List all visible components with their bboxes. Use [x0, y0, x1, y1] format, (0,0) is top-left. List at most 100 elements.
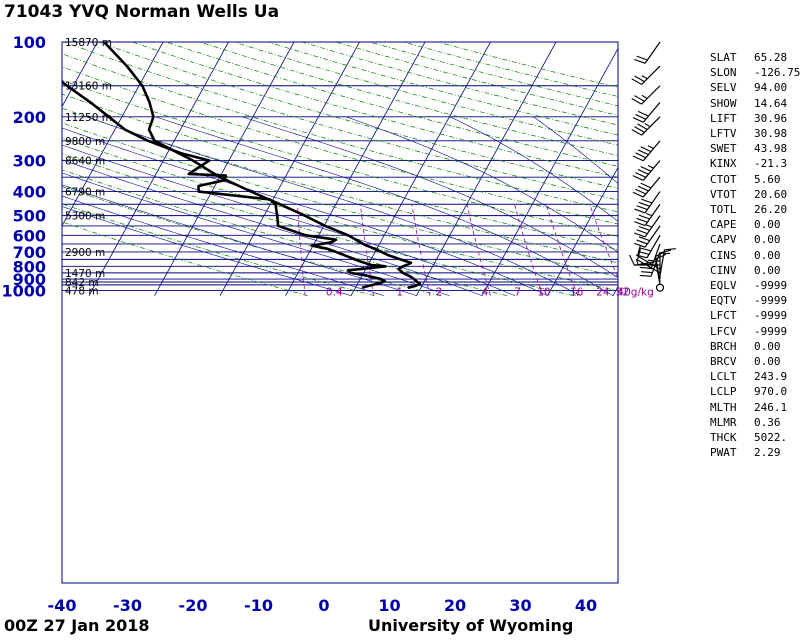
index-key: THCK — [710, 431, 737, 445]
moist-adiabat — [62, 195, 384, 296]
dry-adiabat — [97, 42, 618, 189]
pressure-tick-label: 800 — [13, 257, 46, 276]
stability-indices-panel: SLAT 65.28 SLON -126.75 SELV 94.00 SHOW 14.64 LI… — [710, 50, 800, 460]
wind-barbs — [629, 41, 676, 292]
moist-adiabat — [62, 127, 548, 296]
index-key: SWET — [710, 142, 737, 156]
pressure-tick-label: 700 — [13, 243, 46, 262]
index-row: CAPV 0.00 — [710, 232, 800, 247]
mixing-ratio-line — [411, 204, 431, 296]
dry-adiabat — [62, 153, 574, 297]
mixing-ratio-label: 4 — [482, 286, 489, 298]
height-label: 15870 m — [65, 37, 112, 49]
index-value: 246.1 — [754, 400, 788, 414]
index-value: 30.98 — [754, 127, 788, 141]
height-label: 13160 m — [65, 81, 112, 93]
moist-adiabat — [86, 116, 581, 296]
index-row: SELV 94.00 — [710, 80, 800, 95]
wind-barb — [634, 191, 661, 214]
index-value: 94.00 — [754, 81, 788, 95]
index-value: 0.00 — [754, 355, 781, 369]
index-row: CINS 0.00 — [710, 248, 800, 263]
mixing-ratio-line — [466, 204, 491, 296]
isotherm-line — [219, 42, 361, 296]
moist-adiabat — [62, 184, 417, 296]
height-label: 2900 m — [65, 247, 105, 259]
index-value: 0.00 — [754, 339, 781, 353]
index-key: BRCV — [710, 355, 737, 369]
wind-barb — [631, 116, 661, 136]
index-key: MLTH — [710, 400, 737, 414]
mixing-ratio-line — [545, 204, 579, 296]
moist-adiabat — [449, 116, 618, 222]
dry-adiabat — [62, 122, 618, 278]
pressure-tick-label: 1000 — [1, 281, 46, 300]
index-key: LCLT — [710, 370, 737, 384]
mixing-ratio-line — [657, 204, 701, 295]
dewpoint-profile — [62, 80, 387, 289]
index-key: EQLV — [710, 279, 737, 293]
index-key: LFCV — [710, 324, 737, 338]
index-value: -21.3 — [754, 157, 788, 171]
dry-adiabat — [62, 137, 618, 292]
index-value: 26.20 — [754, 203, 788, 217]
moist-adiabat — [533, 116, 618, 184]
dry-adiabat — [62, 79, 618, 238]
temperature-tick-label: -30 — [113, 596, 142, 615]
index-row: LIFT 30.96 — [710, 111, 800, 126]
wind-barb — [629, 254, 661, 266]
mixing-ratio-label: 2 — [436, 286, 443, 298]
mixing-ratio-label: 16 — [570, 286, 584, 298]
mixing-ratio-label: 10 — [537, 286, 550, 298]
wind-barb — [639, 243, 661, 269]
index-row: SLAT 65.28 — [710, 50, 800, 65]
index-key: EQTV — [710, 294, 737, 308]
index-row: SWET 43.98 — [710, 141, 800, 156]
temperature-tick-label: 40 — [575, 596, 597, 615]
wind-barb — [632, 140, 661, 162]
dry-adiabat — [62, 186, 441, 297]
index-value: 243.9 — [754, 370, 788, 384]
index-key: CAPE — [710, 218, 737, 232]
moist-adiabat — [62, 144, 515, 296]
pressure-tick-label: 100 — [13, 33, 46, 52]
index-value: 20.60 — [754, 187, 788, 201]
index-value: -9999 — [754, 279, 788, 293]
height-label: 11250 m — [65, 112, 112, 124]
dry-adiabat — [199, 42, 618, 157]
index-row: LFCT -9999 — [710, 308, 800, 323]
index-row: CINV 0.00 — [710, 263, 800, 278]
height-label: 842 m — [65, 277, 99, 289]
index-row: PWAT 2.29 — [710, 445, 800, 460]
data-source: University of Wyoming — [368, 616, 574, 635]
moist-adiabat — [62, 172, 450, 296]
index-key: VTOT — [710, 187, 737, 201]
pressure-tick-label: 400 — [13, 183, 46, 202]
mixing-ratio-label: 40g/kg — [617, 286, 653, 298]
height-label: 5300 m — [65, 211, 105, 223]
index-key: LFCT — [710, 309, 737, 323]
index-value: 65.28 — [754, 51, 788, 64]
index-value: -9999 — [754, 309, 788, 323]
wind-barb — [632, 176, 661, 198]
mixing-ratio-label: 0.4 — [326, 286, 343, 298]
index-row: KINX -21.3 — [710, 156, 800, 171]
pressure-tick-label: 300 — [13, 152, 46, 171]
moist-adiabat — [62, 206, 352, 296]
moist-adiabat — [241, 116, 618, 278]
wind-barb — [631, 65, 661, 85]
index-value: 0.00 — [754, 233, 781, 247]
index-value: -126.75 — [754, 66, 800, 80]
index-value: 5.60 — [754, 172, 781, 186]
index-key: BRCH — [710, 339, 737, 353]
dry-adiabat — [62, 169, 508, 297]
index-key: SHOW — [710, 96, 737, 110]
isotherm-line — [350, 42, 492, 296]
index-row: LCLT 243.9 — [710, 369, 800, 384]
wind-barb — [636, 248, 661, 274]
wind-barb — [631, 85, 661, 105]
index-key: KINX — [710, 157, 737, 171]
observation-time: 00Z 27 Jan 2018 — [4, 616, 150, 635]
